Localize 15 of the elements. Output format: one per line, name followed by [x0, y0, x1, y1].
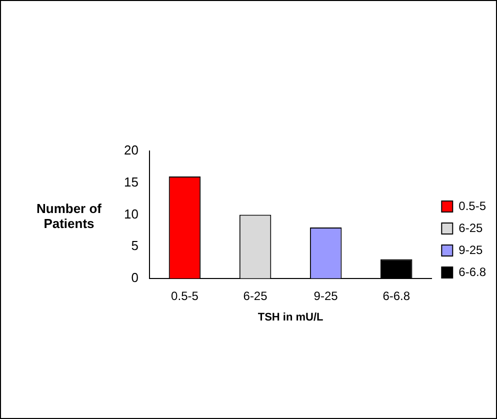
- x-tick-label: 6-25: [243, 288, 268, 303]
- x-tick-label: 9-25: [314, 288, 338, 303]
- legend-label: 9-25: [458, 242, 483, 257]
- legend-label: 6-25: [458, 220, 483, 235]
- y-tick-label: 20: [124, 142, 138, 158]
- x-axis-title: TSH in mU/L: [258, 311, 324, 324]
- y-tick-label: 0: [131, 270, 138, 285]
- y-tick-label: 10: [124, 206, 138, 222]
- legend-label: 6-6.8: [458, 264, 486, 279]
- legend-label: 0.5-5: [458, 198, 486, 213]
- y-axis-title: Number of Patients: [36, 201, 102, 231]
- x-tick-label: 6-6.8: [382, 288, 410, 303]
- x-tick-label: 0.5-5: [171, 288, 199, 303]
- y-tick-label: 15: [124, 174, 138, 190]
- y-tick-label: 5: [131, 238, 138, 254]
